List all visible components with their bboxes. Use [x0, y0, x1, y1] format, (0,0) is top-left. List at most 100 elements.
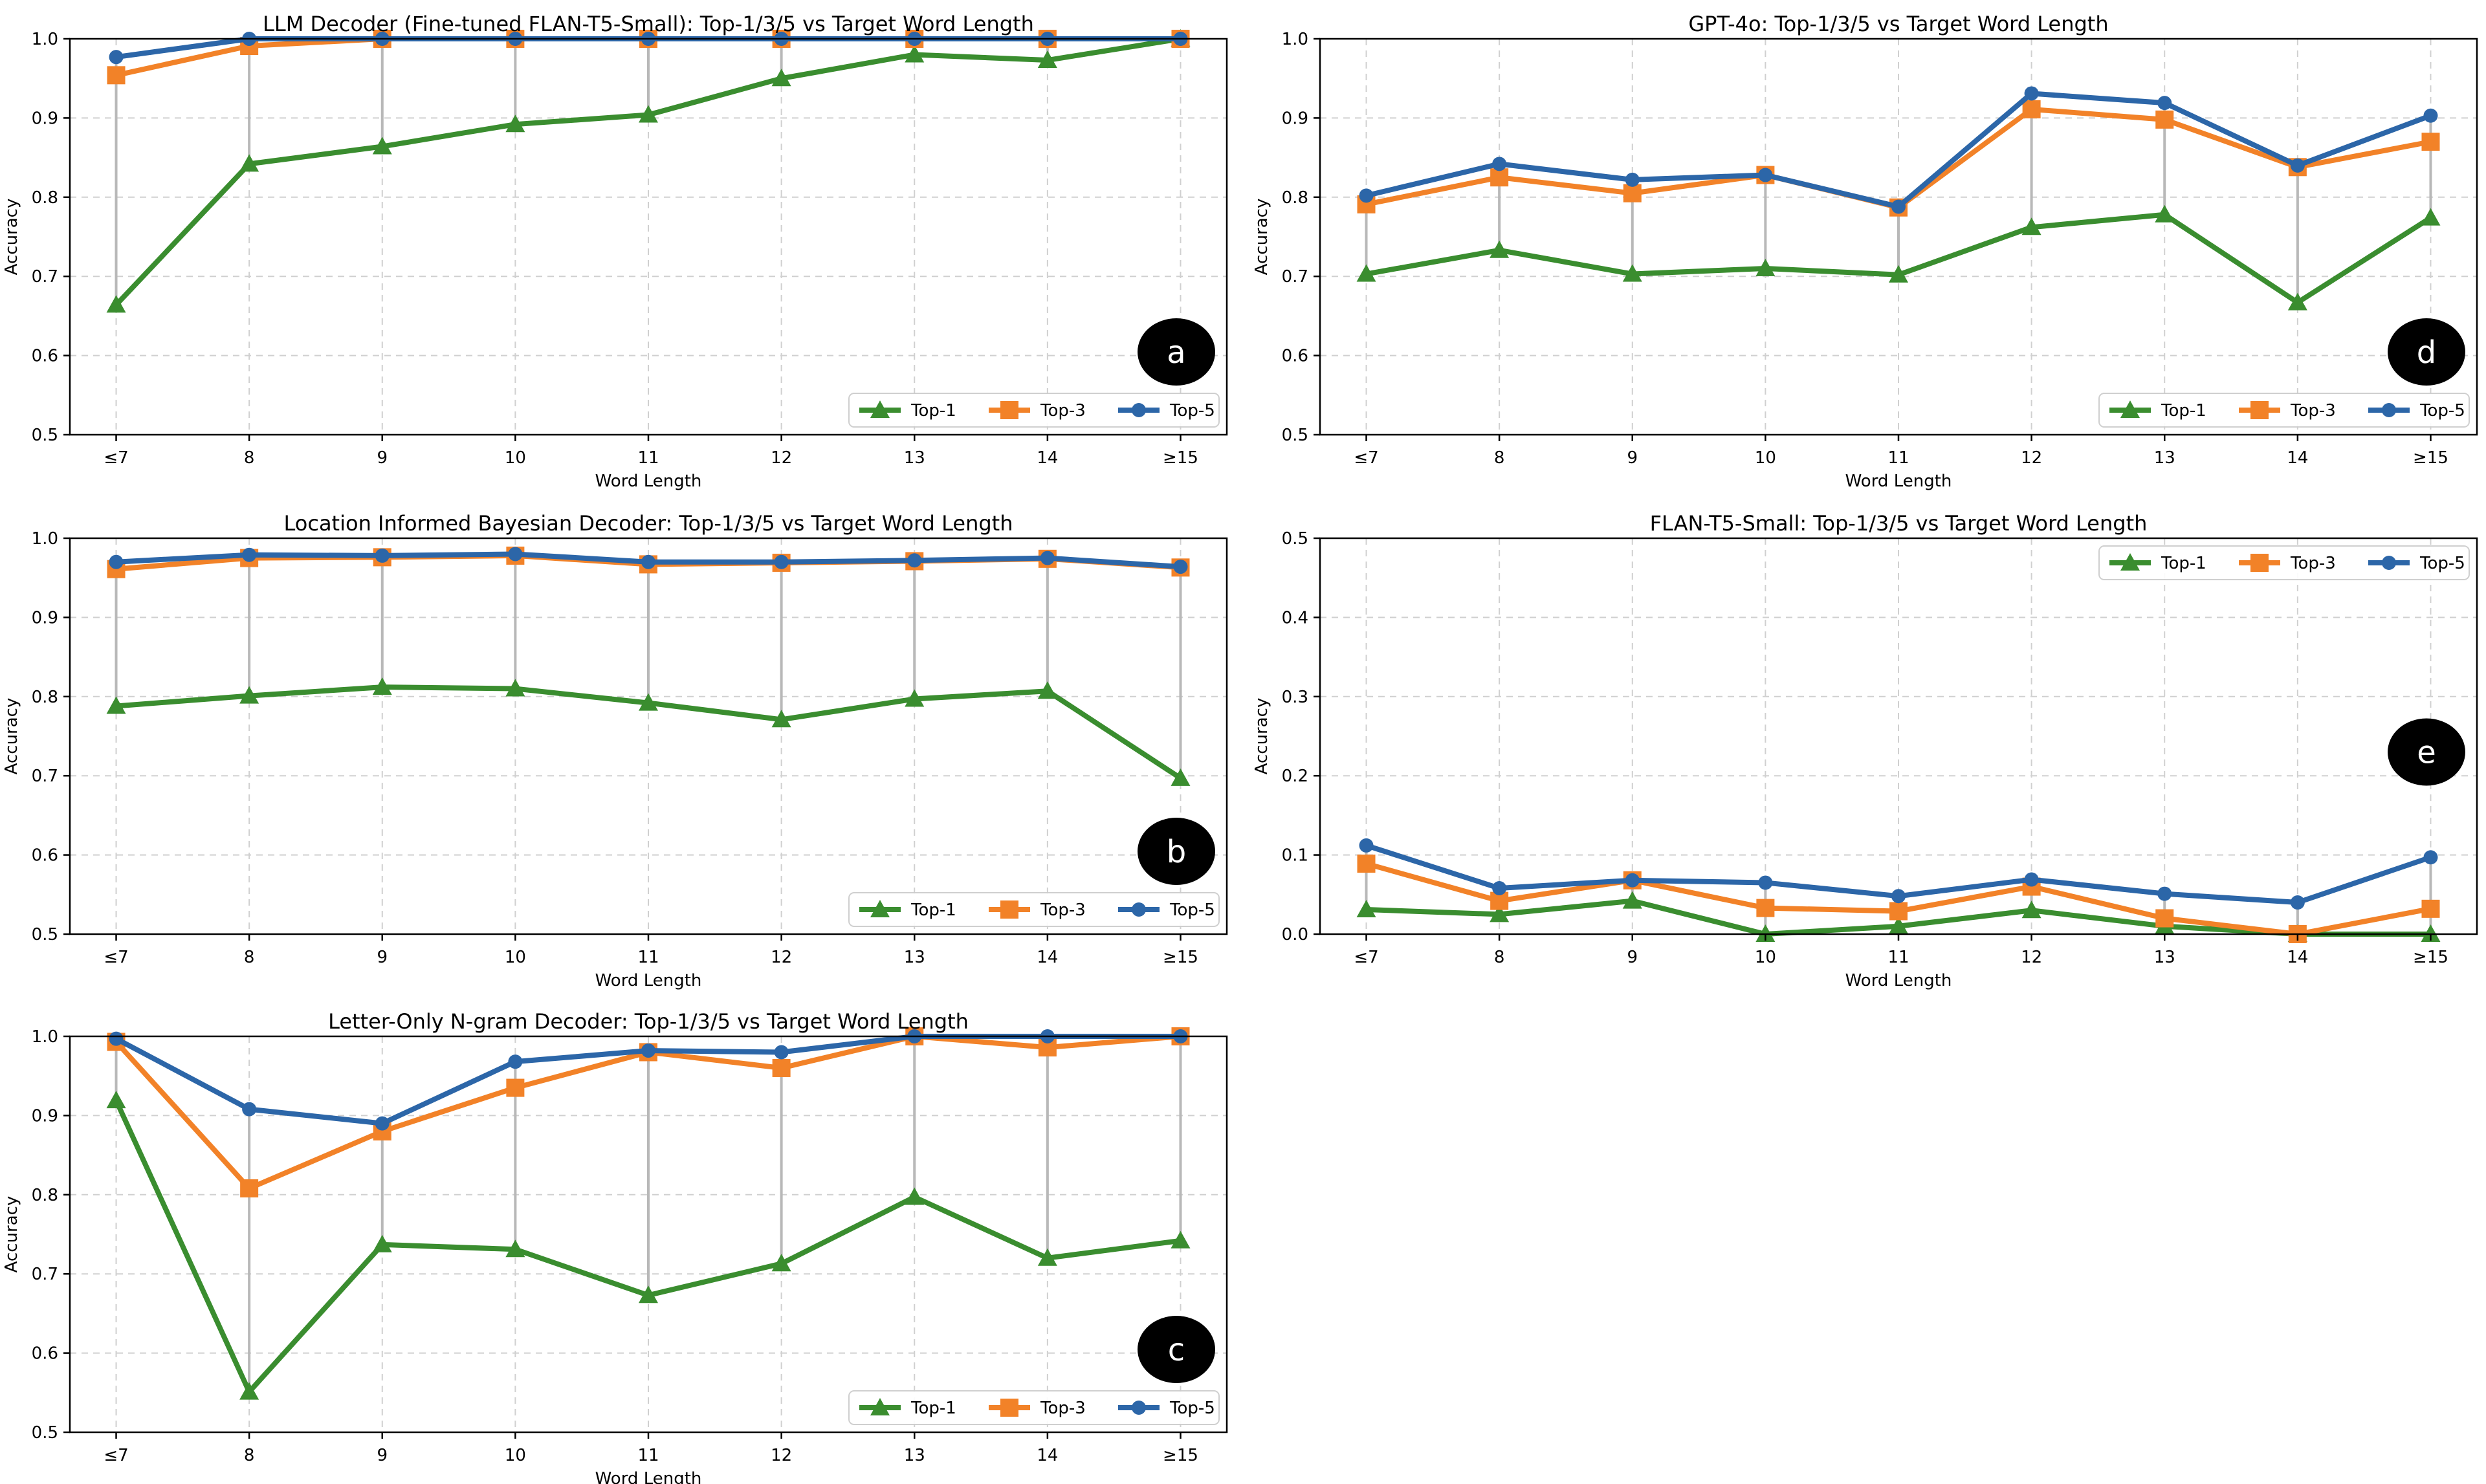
panel-badge: [1138, 318, 1215, 386]
x-tick-label: 8: [244, 948, 255, 967]
panel-badge: [1138, 1316, 1215, 1383]
data-point-top3: [1756, 899, 1775, 917]
x-tick-label: 10: [505, 1446, 526, 1465]
x-tick-label: 12: [771, 1446, 792, 1465]
x-tick-label: 11: [1887, 448, 1909, 468]
data-point-top1: [1037, 1248, 1057, 1266]
y-tick-label: 0.6: [1282, 347, 1308, 366]
data-point-top1: [106, 295, 126, 313]
y-tick-label: 0.8: [32, 688, 58, 707]
data-point-top1: [1889, 265, 1908, 283]
legend-label-top3: Top-3: [1040, 900, 1086, 920]
data-point-top1: [2021, 217, 2041, 235]
x-tick-label: 8: [244, 448, 255, 468]
legend-label-top3: Top-3: [1040, 401, 1086, 420]
legend-label-top3: Top-3: [2290, 554, 2336, 573]
x-tick-label: ≤7: [104, 448, 128, 468]
panel-badge-label: b: [1167, 834, 1186, 870]
chart-panel-b: ≤7 8 9 10 11 12 13 14 ≥15 0.5 0.6 0.7 0.8 0.9 1.0 Locat…: [2, 511, 1228, 990]
data-point-top3: [1357, 855, 1376, 873]
x-tick-label: ≥15: [2413, 448, 2448, 468]
x-tick-label: ≥15: [1163, 448, 1198, 468]
legend: Top-1 Top-3 Top-5: [2098, 393, 2470, 428]
x-tick-label: 14: [2287, 448, 2308, 468]
data-point-top5: [1891, 199, 1906, 214]
x-tick-label: 12: [2021, 448, 2042, 468]
chart-panel-c: ≤7 8 9 10 11 12 13 14 ≥15 0.5 0.6 0.7 0.8 0.9 1.0 Lette…: [2, 1009, 1228, 1484]
data-point-top3: [2155, 110, 2174, 129]
data-point-top5: [1758, 168, 1773, 182]
data-point-top3: [1623, 184, 1642, 202]
panel-badge-label: a: [1167, 334, 1185, 371]
x-tick-label: 10: [1755, 448, 1776, 468]
legend-label-top5: Top-5: [1169, 1399, 1215, 1418]
data-point-top3: [772, 1058, 791, 1077]
x-tick-label: 13: [2154, 448, 2175, 468]
legend-label-top1: Top-1: [2161, 554, 2206, 573]
y-axis-label: Accuracy: [2, 199, 21, 276]
legend-label-top5: Top-5: [1169, 900, 1215, 920]
data-point-top5: [907, 553, 922, 568]
y-tick-label: 0.5: [1282, 426, 1308, 445]
data-point-top1: [1622, 891, 1642, 909]
data-point-top3: [2155, 909, 2174, 928]
x-tick-label: 14: [2287, 948, 2308, 967]
y-axis-label: Accuracy: [1252, 199, 1271, 276]
chart-panel-d: ≤7 8 9 10 11 12 13 14 ≥15 0.5 0.6 0.7 0.8 0.9 1.0 GPT-4…: [1252, 12, 2478, 491]
data-point-top1: [905, 1187, 925, 1205]
legend-marker-top5: [1132, 1401, 1146, 1415]
data-point-top5: [774, 554, 789, 569]
data-point-top1: [1755, 924, 1776, 942]
data-point-top5: [2423, 108, 2438, 123]
data-point-top1: [1037, 681, 1057, 699]
data-point-top1: [106, 1091, 126, 1109]
data-point-top1: [2421, 924, 2441, 942]
x-axis-label: Word Length: [1845, 472, 1952, 491]
legend-box: [848, 393, 1220, 428]
legend-marker-top3: [1000, 900, 1018, 919]
legend-box: [2098, 545, 2470, 580]
data-point-top1: [2287, 292, 2307, 311]
x-tick-label: ≥15: [1163, 948, 1198, 967]
panel-badge: [2388, 318, 2465, 386]
legend-marker-top3: [2250, 554, 2269, 572]
x-tick-label: ≤7: [104, 948, 128, 967]
x-tick-label: 11: [1887, 948, 1909, 967]
data-point-top1: [505, 679, 525, 697]
y-tick-label: 1.0: [32, 1027, 58, 1047]
data-point-top1: [2421, 208, 2441, 226]
y-tick-label: 0.1: [1282, 846, 1308, 866]
x-tick-label: 9: [1627, 948, 1638, 967]
x-tick-label: 9: [377, 448, 388, 468]
chart-title: Location Informed Bayesian Decoder: Top-…: [284, 511, 1013, 536]
data-point-top5: [2024, 872, 2039, 887]
data-point-top5: [2423, 850, 2438, 865]
y-tick-label: 0.9: [32, 109, 58, 128]
data-point-top1: [1622, 264, 1642, 282]
legend-label-top5: Top-5: [2419, 401, 2465, 420]
data-point-top1: [239, 686, 259, 704]
chart-title: FLAN-T5-Small: Top-1/3/5 vs Target Word …: [1650, 511, 2148, 536]
y-tick-label: 1.0: [32, 529, 58, 549]
y-axis-label: Accuracy: [2, 1196, 21, 1273]
data-point-top1: [771, 69, 791, 87]
data-point-top5: [1492, 881, 1507, 896]
data-point-top1: [372, 677, 392, 695]
x-tick-label: 14: [1037, 948, 1058, 967]
data-point-top5: [641, 554, 655, 569]
legend-marker-top1: [870, 1398, 890, 1415]
data-point-top1: [1037, 50, 1057, 69]
y-axis-label: Accuracy: [1252, 698, 1271, 775]
data-point-top1: [2021, 900, 2041, 919]
data-point-top1: [639, 693, 658, 711]
data-point-top5: [1891, 889, 1906, 904]
x-tick-label: 13: [904, 448, 925, 468]
y-tick-label: 0.7: [32, 1265, 58, 1284]
y-tick-label: 0.6: [32, 347, 58, 366]
y-tick-label: 0.8: [32, 188, 58, 208]
legend-marker-top3: [1000, 1399, 1018, 1417]
legend-marker-top1: [870, 900, 890, 917]
data-point-top1: [1171, 1230, 1191, 1249]
x-tick-label: 9: [377, 948, 388, 967]
data-point-top5: [109, 1031, 124, 1046]
